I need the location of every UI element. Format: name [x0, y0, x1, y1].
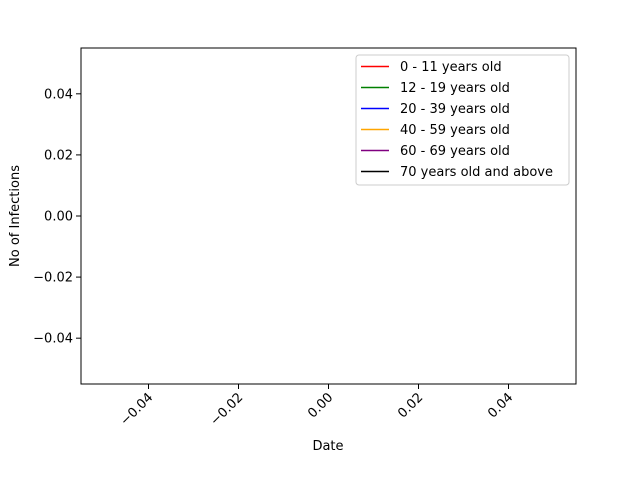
y-tick-label: −0.04	[33, 332, 73, 347]
y-axis: −0.04 −0.02 0.00 0.02 0.04	[33, 87, 81, 347]
y-tick-label: −0.02	[33, 271, 73, 286]
legend-label: 20 - 39 years old	[400, 102, 510, 117]
legend-box	[355, 54, 570, 186]
legend: 0 - 11 years old 12 - 19 years old 20 - 39…	[355, 54, 570, 186]
legend-label: 70 years old and above	[400, 165, 553, 180]
y-tick-label: 0.00	[44, 210, 73, 225]
legend-label: 40 - 59 years old	[400, 123, 510, 138]
legend-label: 12 - 19 years old	[400, 81, 510, 96]
legend-label: 60 - 69 years old	[400, 144, 510, 159]
y-tick-label: 0.02	[44, 148, 73, 163]
y-tick-label: 0.04	[44, 87, 73, 102]
y-axis-label: No of Infections	[8, 165, 23, 267]
legend-items: 0 - 11 years old 12 - 19 years old 20 - 39…	[361, 60, 553, 180]
legend-label: 0 - 11 years old	[400, 60, 502, 75]
x-axis-label: Date	[312, 439, 343, 454]
